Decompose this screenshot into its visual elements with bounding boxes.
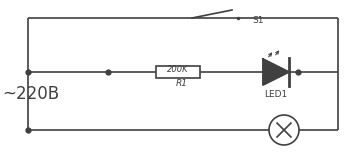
Text: R1: R1 bbox=[176, 79, 188, 88]
Text: LED1: LED1 bbox=[264, 90, 288, 99]
Text: ~220B: ~220B bbox=[2, 85, 59, 103]
Bar bbox=[156, 66, 200, 78]
Circle shape bbox=[269, 115, 299, 145]
Text: S1: S1 bbox=[252, 16, 264, 25]
Text: 200K: 200K bbox=[167, 65, 189, 74]
Polygon shape bbox=[263, 59, 289, 85]
